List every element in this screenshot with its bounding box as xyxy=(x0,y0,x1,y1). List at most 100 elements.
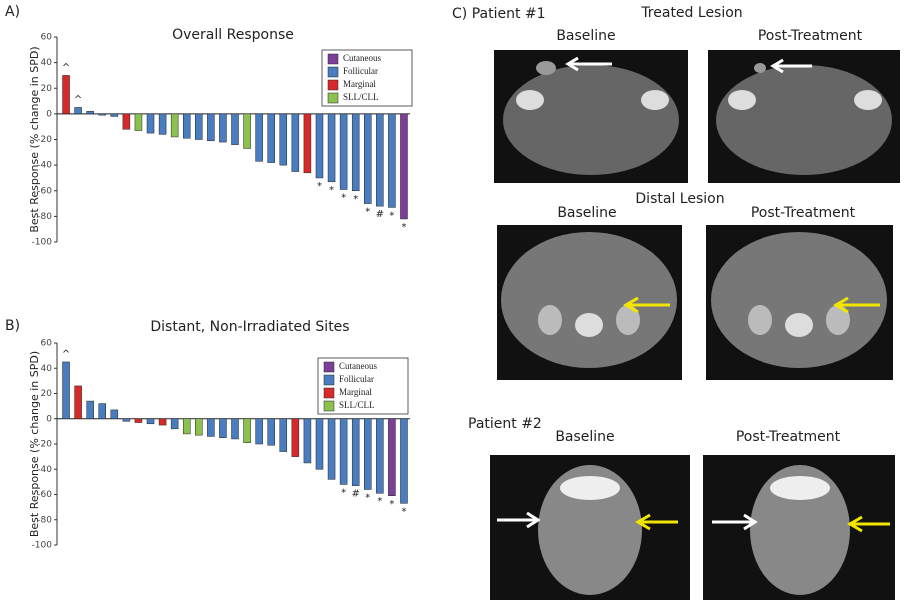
legend-label: SLL/CLL xyxy=(343,92,379,102)
bar xyxy=(110,113,119,117)
legend-swatch xyxy=(323,400,335,412)
y-tick-label: 0 xyxy=(46,109,52,119)
bar-annotation: * xyxy=(317,181,322,192)
bar xyxy=(134,418,143,423)
bar xyxy=(122,418,131,422)
bar xyxy=(231,418,239,440)
bar-annotation: # xyxy=(351,489,359,500)
y-tick-label: -100 xyxy=(32,238,53,248)
legend-swatch xyxy=(323,361,335,373)
bar xyxy=(62,361,70,419)
bar xyxy=(122,113,131,130)
panel-label: A) xyxy=(5,4,20,20)
bar xyxy=(158,418,167,426)
col-label: Post-Treatment xyxy=(736,429,841,445)
bar-annotation: * xyxy=(377,496,382,507)
bar-annotation: * xyxy=(329,185,334,196)
bar-annotation: ^ xyxy=(74,94,82,105)
bar xyxy=(291,418,300,457)
y-axis-label: Best Response (% change in SPD) xyxy=(28,351,41,537)
bar xyxy=(110,409,119,420)
bar xyxy=(339,113,348,190)
bar xyxy=(339,418,348,485)
y-tick-label: 0 xyxy=(46,414,52,424)
bar xyxy=(400,418,408,504)
bar-annotation: * xyxy=(341,487,346,498)
bar xyxy=(243,418,251,443)
bar xyxy=(170,418,179,430)
col-label: Post-Treatment xyxy=(751,205,856,221)
bar xyxy=(207,418,215,437)
bar xyxy=(351,418,360,486)
bar xyxy=(146,418,155,425)
bar xyxy=(291,113,300,172)
bar xyxy=(315,418,324,470)
bar xyxy=(158,113,167,135)
legend-label: Cutaneous xyxy=(343,53,381,63)
bar-annotation: ^ xyxy=(62,349,70,360)
bar xyxy=(62,75,70,115)
y-tick-label: 40 xyxy=(41,58,53,68)
y-tick-label: 40 xyxy=(41,364,53,374)
legend-swatch xyxy=(327,92,339,104)
ct-images xyxy=(490,50,900,600)
y-tick-label: -20 xyxy=(37,440,52,450)
bar xyxy=(364,418,372,490)
bar xyxy=(279,113,288,166)
legend-label: Marginal xyxy=(339,387,372,397)
bar xyxy=(219,418,227,438)
panel-label: C) Patient #1 xyxy=(452,6,546,22)
bar xyxy=(327,418,336,480)
y-tick-label: -40 xyxy=(37,465,52,475)
bar xyxy=(376,113,384,207)
legend-label: SLL/CLL xyxy=(339,400,375,410)
bar-annotation: * xyxy=(353,194,358,205)
col-label: Baseline xyxy=(556,28,615,44)
col-label: Baseline xyxy=(557,205,616,221)
bar-annotation: * xyxy=(389,210,394,221)
y-axis-label: Best Response (% change in SPD) xyxy=(28,46,41,232)
bar xyxy=(267,113,275,163)
y-tick-label: -80 xyxy=(37,515,52,525)
bar xyxy=(388,418,396,497)
legend-label: Cutaneous xyxy=(339,361,377,371)
bar xyxy=(315,113,324,179)
y-tick-label: -100 xyxy=(32,541,53,551)
legend-label: Follicular xyxy=(343,66,378,76)
bar xyxy=(195,113,203,140)
legend-swatch xyxy=(327,53,339,65)
bar xyxy=(146,113,155,134)
chart-title: Overall Response xyxy=(172,27,294,43)
y-tick-label: -60 xyxy=(37,490,52,500)
y-tick-label: -80 xyxy=(37,212,52,222)
y-tick-label: 60 xyxy=(41,33,53,43)
y-tick-label: -60 xyxy=(37,186,52,196)
y-tick-label: 60 xyxy=(41,339,53,349)
bar xyxy=(364,113,372,204)
bar xyxy=(219,113,227,143)
legend-swatch xyxy=(323,374,335,386)
bar xyxy=(267,418,275,446)
bar xyxy=(134,113,143,131)
bar xyxy=(351,113,360,191)
bar xyxy=(327,113,336,183)
bar xyxy=(74,107,82,115)
bar-annotation: ^ xyxy=(62,62,70,73)
bar-annotation: * xyxy=(341,192,346,203)
bar xyxy=(255,418,263,445)
bar xyxy=(255,113,263,162)
row-title: Treated Lesion xyxy=(640,5,742,21)
bar xyxy=(182,113,191,139)
row-title: Distal Lesion xyxy=(635,191,724,207)
legend-swatch xyxy=(323,387,335,399)
bar xyxy=(195,418,203,436)
col-label: Baseline xyxy=(555,429,614,445)
bar xyxy=(400,113,408,220)
chart-title: Distant, Non-Irradiated Sites xyxy=(150,319,349,335)
y-tick-label: 20 xyxy=(41,84,53,94)
bar xyxy=(207,113,215,142)
bar xyxy=(86,400,94,420)
legend-label: Marginal xyxy=(343,79,376,89)
bar xyxy=(182,418,191,435)
